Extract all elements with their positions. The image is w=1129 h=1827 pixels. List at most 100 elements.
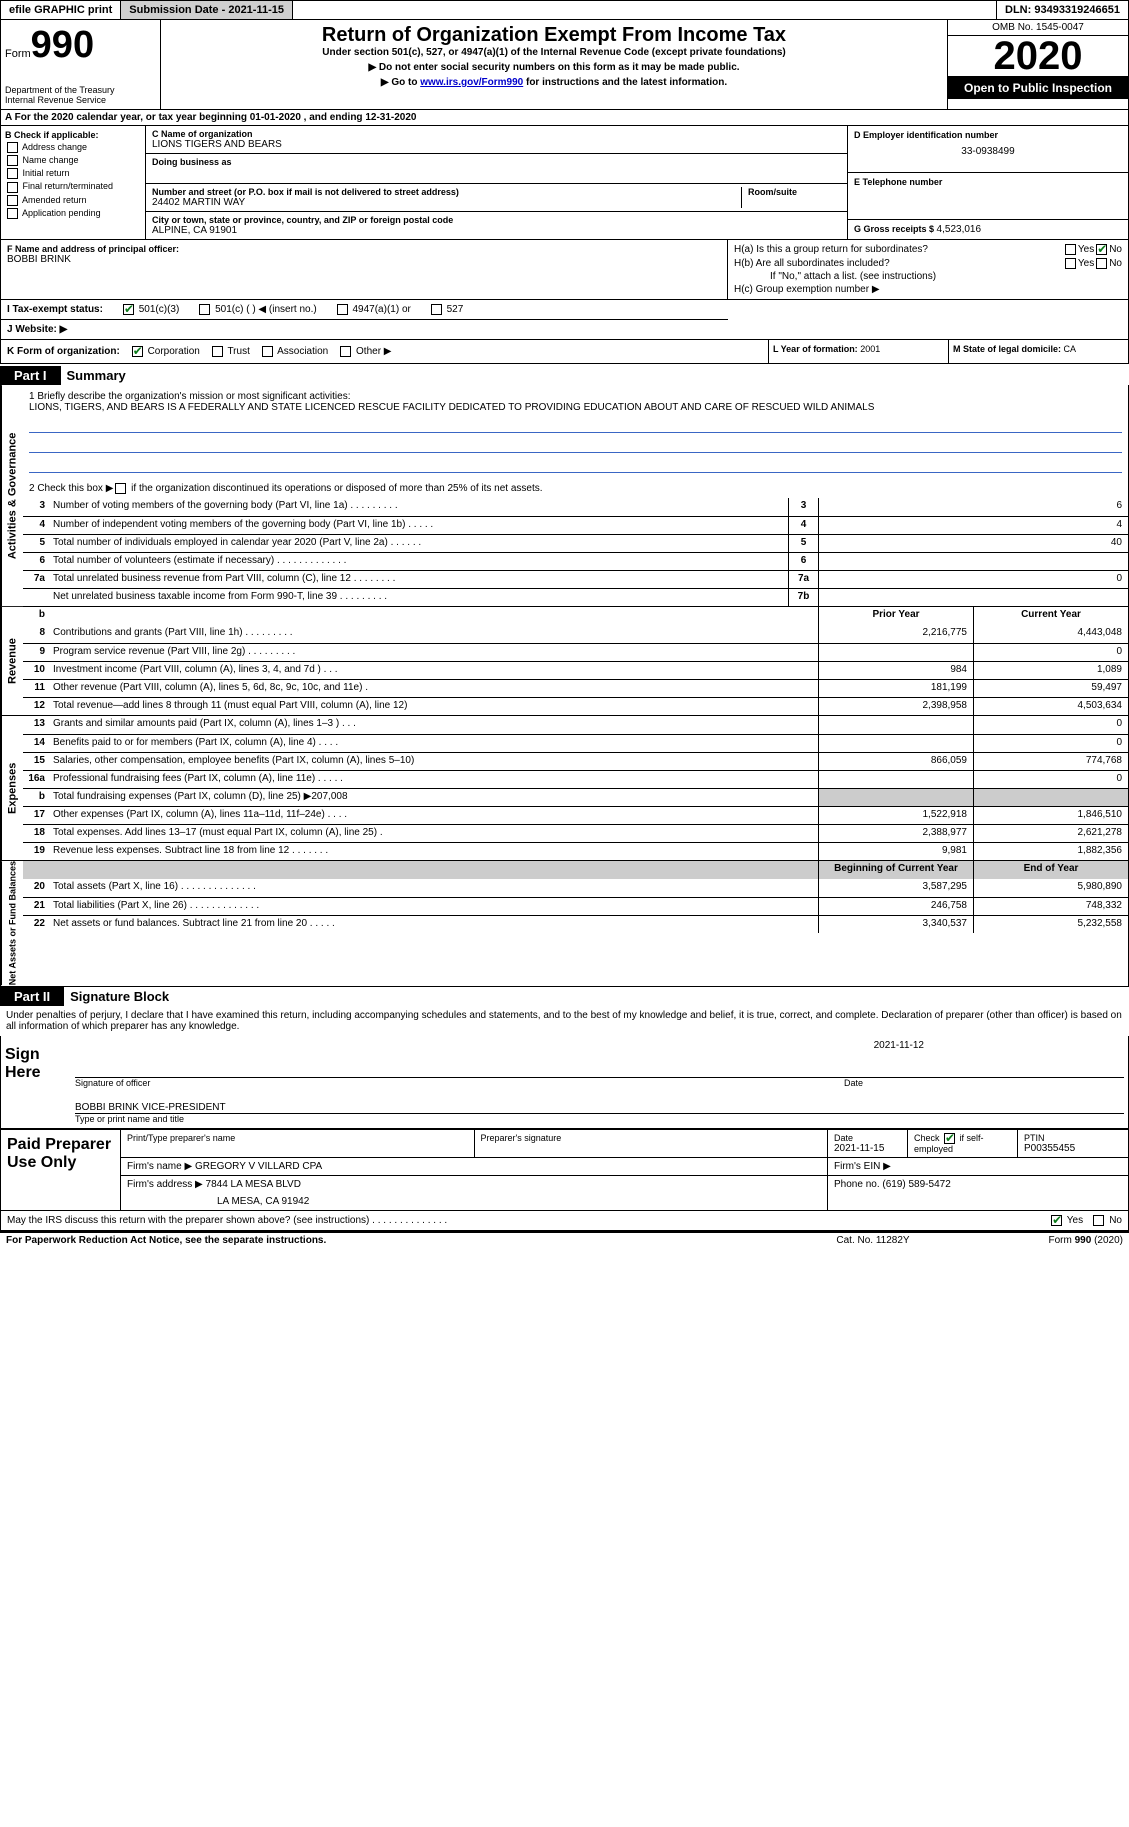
firm-phone: (619) 589-5472 — [882, 1179, 950, 1190]
discuss-no[interactable] — [1093, 1215, 1104, 1226]
mission-q: 1 Briefly describe the organization's mi… — [29, 391, 1122, 402]
hb-no[interactable] — [1096, 258, 1107, 269]
form-number: 990 — [31, 24, 94, 66]
section-d: D Employer identification number 33-0938… — [848, 126, 1128, 239]
form-title: Return of Organization Exempt From Incom… — [165, 24, 943, 47]
expenses-section: Expenses 13Grants and similar amounts pa… — [0, 716, 1129, 861]
form-word: Form — [5, 48, 31, 60]
firm-addr2: LA MESA, CA 91942 — [127, 1196, 821, 1207]
expense-row: 14Benefits paid to or for members (Part … — [23, 734, 1128, 752]
expense-row: bTotal fundraising expenses (Part IX, co… — [23, 788, 1128, 806]
preparer-name-hdr: Print/Type preparer's name — [127, 1133, 468, 1143]
part-2-header: Part II Signature Block — [0, 987, 1129, 1006]
discuss-row: May the IRS discuss this return with the… — [0, 1211, 1129, 1231]
vtab-net-assets: Net Assets or Fund Balances — [1, 861, 23, 985]
cb-address-change[interactable]: Address change — [5, 142, 141, 153]
expense-row: 19Revenue less expenses. Subtract line 1… — [23, 842, 1128, 860]
cb-501c3[interactable] — [123, 304, 134, 315]
ha-no[interactable] — [1096, 244, 1107, 255]
tax-year: 2020 — [948, 36, 1128, 77]
efile-label: efile GRAPHIC print — [1, 1, 121, 19]
gross-receipts: 4,523,016 — [937, 224, 982, 235]
cb-501c[interactable] — [199, 304, 210, 315]
dept-label: Department of the Treasury Internal Reve… — [5, 85, 156, 105]
form-subtitle: Under section 501(c), 527, or 4947(a)(1)… — [165, 47, 943, 58]
expense-row: 17Other expenses (Part IX, column (A), l… — [23, 806, 1128, 824]
tax-exempt-label: I Tax-exempt status: — [7, 304, 103, 315]
expense-row: 15Salaries, other compensation, employee… — [23, 752, 1128, 770]
form-note-1: ▶ Do not enter social security numbers o… — [165, 62, 943, 73]
vtab-activities: Activities & Governance — [1, 385, 23, 606]
form-note-2: ▶ Go to www.irs.gov/Form990 for instruct… — [165, 77, 943, 88]
city: ALPINE, CA 91901 — [152, 225, 841, 236]
cb-amended[interactable]: Amended return — [5, 195, 141, 206]
prior-year-hdr: Prior Year — [818, 607, 973, 625]
submission-date[interactable]: Submission Date - 2021-11-15 — [121, 1, 293, 19]
irs-link[interactable]: www.irs.gov/Form990 — [420, 77, 523, 88]
expense-row: 16aProfessional fundraising fees (Part I… — [23, 770, 1128, 788]
firm-name: GREGORY V VILLARD CPA — [195, 1161, 322, 1172]
section-j: J Website: ▶ — [1, 320, 728, 339]
ptin: P00355455 — [1024, 1143, 1122, 1154]
cb-app-pending[interactable]: Application pending — [5, 208, 141, 219]
room-label: Room/suite — [748, 187, 841, 197]
hb-yes[interactable] — [1065, 258, 1076, 269]
revenue-section: Revenue b Prior Year Current Year 8Contr… — [0, 607, 1129, 716]
begin-year-hdr: Beginning of Current Year — [818, 861, 973, 879]
gov-row: 6Total number of volunteers (estimate if… — [23, 552, 1128, 570]
form-footer: Form 990 (2020) — [973, 1235, 1123, 1246]
cb-trust[interactable] — [212, 346, 223, 357]
open-to-public: Open to Public Inspection — [948, 77, 1128, 99]
cb-corp[interactable] — [132, 346, 143, 357]
section-b: B Check if applicable: Address change Na… — [1, 126, 146, 239]
cat-no: Cat. No. 11282Y — [773, 1235, 973, 1246]
form-header: Form990 Department of the Treasury Inter… — [0, 20, 1129, 110]
net-assets-section: Net Assets or Fund Balances Beginning of… — [0, 861, 1129, 986]
city-label: City or town, state or province, country… — [152, 215, 841, 225]
gov-row: 3Number of voting members of the governi… — [23, 498, 1128, 516]
expense-row: 18Total expenses. Add lines 13–17 (must … — [23, 824, 1128, 842]
hb-note: If "No," attach a list. (see instruction… — [734, 271, 1122, 282]
activities-governance: Activities & Governance 1 Briefly descri… — [0, 385, 1129, 607]
net-assets-row: 22Net assets or fund balances. Subtract … — [23, 915, 1128, 933]
ha-label: H(a) Is this a group return for subordin… — [734, 244, 1063, 255]
officer-label: F Name and address of principal officer: — [7, 244, 721, 254]
revenue-row: 9Program service revenue (Part VIII, lin… — [23, 643, 1128, 661]
ha-yes[interactable] — [1065, 244, 1076, 255]
paid-preparer-block: Paid Preparer Use Only Print/Type prepar… — [0, 1129, 1129, 1211]
discuss-q: May the IRS discuss this return with the… — [7, 1215, 1049, 1226]
firm-addr-label: Firm's address ▶ — [127, 1179, 203, 1190]
dba-label: Doing business as — [152, 157, 841, 167]
sig-officer-label: Signature of officer — [75, 1078, 844, 1088]
cb-4947[interactable] — [337, 304, 348, 315]
cb-initial-return[interactable]: Initial return — [5, 168, 141, 179]
part-1-header: Part I Summary — [0, 366, 1129, 385]
firm-addr: 7844 LA MESA BLVD — [206, 1179, 301, 1190]
section-fh: F Name and address of principal officer:… — [0, 240, 1129, 300]
hb-label: H(b) Are all subordinates included? — [734, 258, 1063, 269]
penalty-statement: Under penalties of perjury, I declare th… — [0, 1006, 1129, 1036]
line-2: 2 Check this box ▶ if the organization d… — [23, 479, 1128, 498]
addr-label: Number and street (or P.O. box if mail i… — [152, 187, 741, 197]
cb-assoc[interactable] — [262, 346, 273, 357]
revenue-row: 10Investment income (Part VIII, column (… — [23, 661, 1128, 679]
line-a: A For the 2020 calendar year, or tax yea… — [0, 110, 1129, 126]
type-print-label: Type or print name and title — [75, 1114, 1124, 1124]
net-assets-row: 21Total liabilities (Part X, line 26) . … — [23, 897, 1128, 915]
cb-self-employed[interactable] — [944, 1133, 955, 1144]
preparer-sig-hdr: Preparer's signature — [481, 1133, 822, 1143]
signer-name: BOBBI BRINK VICE-PRESIDENT — [75, 1102, 1124, 1113]
cb-527[interactable] — [431, 304, 442, 315]
sign-here-label: Sign Here — [1, 1036, 71, 1128]
discuss-yes[interactable] — [1051, 1215, 1062, 1226]
phone-label: E Telephone number — [854, 177, 1122, 187]
cb-name-change[interactable]: Name change — [5, 155, 141, 166]
cb-other[interactable] — [340, 346, 351, 357]
cb-final-return[interactable]: Final return/terminated — [5, 181, 141, 192]
end-year-hdr: End of Year — [973, 861, 1128, 879]
cb-discontinued[interactable] — [115, 483, 126, 494]
sign-date-val: 2021-11-12 — [75, 1040, 1124, 1051]
dln: DLN: 93493319246651 — [996, 1, 1128, 19]
sign-block: Sign Here 2021-11-12 Signature of office… — [0, 1036, 1129, 1129]
revenue-row: 12Total revenue—add lines 8 through 11 (… — [23, 697, 1128, 715]
